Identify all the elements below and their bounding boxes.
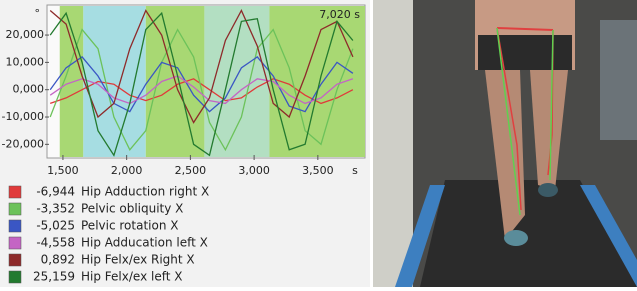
y-tick-label: 0,000 <box>13 83 45 96</box>
screen: ° s 7,020 s -6,944Hip Adduction right X-… <box>0 0 637 287</box>
x-tick-label: 3,000 <box>238 164 270 177</box>
x-tick-label: 3,500 <box>302 164 334 177</box>
legend-name: Pelvic obliquity X <box>81 202 183 216</box>
legend-swatch <box>9 237 21 249</box>
wall <box>373 0 413 287</box>
legend-readout: 0,892 <box>41 253 75 267</box>
x-tick-label: 2,500 <box>175 164 207 177</box>
shoe-right <box>538 183 558 197</box>
x-axis-label: s <box>352 164 358 177</box>
legend-swatch <box>9 186 21 198</box>
legend-name: Pelvic rotation X <box>81 219 178 233</box>
legend-name: Hip Adducation left X <box>81 236 208 250</box>
phase-band <box>83 6 145 157</box>
y-tick-label: -20,000 <box>2 137 44 150</box>
legend-swatch <box>9 271 21 283</box>
legend-readout: -4,558 <box>36 236 75 250</box>
legend-readout: -6,944 <box>36 185 75 199</box>
x-tick-label: 1,500 <box>47 164 79 177</box>
shoe-left <box>504 230 528 246</box>
phase-band <box>269 6 365 157</box>
legend-name: Hip Adduction right X <box>81 185 209 199</box>
legend-readout: 25,159 <box>33 270 75 284</box>
y-tick-label: 20,000 <box>6 28 45 41</box>
legend-swatch <box>9 203 21 215</box>
y-tick-label: 10,000 <box>6 55 45 68</box>
divider <box>370 0 373 287</box>
legend-readout: -3,352 <box>36 202 75 216</box>
legend-swatch <box>9 254 21 266</box>
legend-name: Hip Felx/ex Right X <box>81 253 195 267</box>
legend-swatch <box>9 220 21 232</box>
y-tick-label: -10,000 <box>2 110 44 123</box>
x-tick-label: 2,000 <box>111 164 143 177</box>
y-axis-label: ° <box>35 7 41 20</box>
legend-name: Hip Felx/ex left X <box>81 270 182 284</box>
time-marker: 7,020 s <box>319 8 360 21</box>
runner-shorts <box>478 35 572 70</box>
video-frame <box>373 0 637 287</box>
equipment <box>600 20 637 140</box>
legend-readout: -5,025 <box>36 219 75 233</box>
